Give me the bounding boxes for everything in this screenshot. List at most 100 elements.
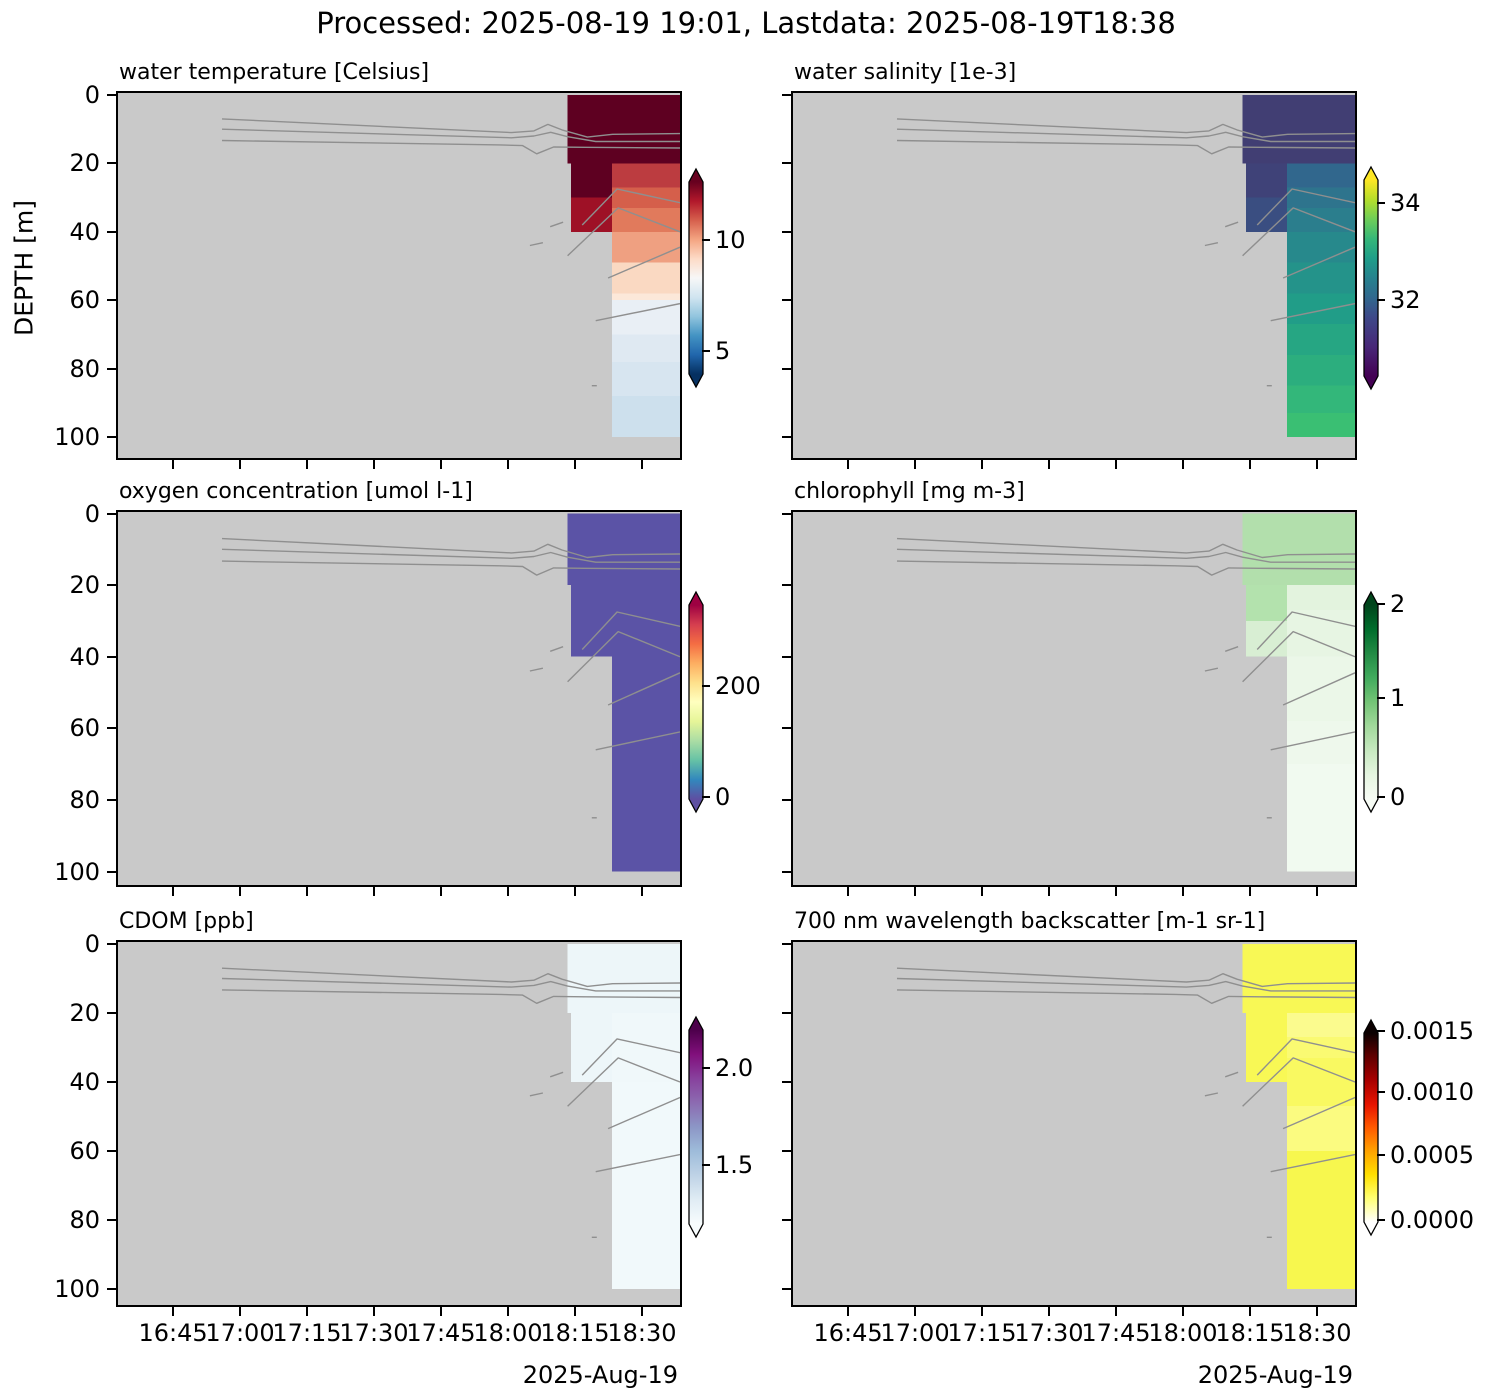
heatmap-cell [612, 1013, 680, 1082]
heatmap-cell [1287, 354, 1355, 386]
x-tick-mark [239, 887, 242, 896]
x-tick-mark [373, 887, 375, 896]
contour-line [529, 1092, 544, 1097]
x-tick-mark [847, 1307, 850, 1316]
x-tick-mark [914, 460, 917, 469]
x-tick-mark [1114, 460, 1117, 469]
x-tick-mark [439, 460, 442, 469]
x-tick-mark [981, 1307, 983, 1316]
y-tick-mark [782, 1150, 791, 1152]
heatmap-plot-water-salinity [791, 91, 1357, 460]
heatmap-cell [612, 585, 680, 657]
heatmap-cell [1287, 1037, 1355, 1058]
y-tick-label: 0 [84, 499, 100, 528]
y-tick-mark [782, 162, 791, 165]
x-tick-mark [847, 460, 850, 469]
contour-line [1224, 646, 1239, 652]
colorbar-bar [1363, 1018, 1379, 1237]
colorbar-backscatter [1362, 1018, 1452, 1237]
colorbar-tick-label: 34 [1390, 188, 1421, 217]
heatmap-cell [1287, 231, 1355, 263]
heatmap-cell [571, 585, 612, 657]
heatmap-cell [1246, 585, 1287, 621]
y-tick-mark [107, 512, 116, 515]
x-tick-label: 17:00 [205, 1319, 275, 1347]
contour-line [595, 1153, 680, 1173]
y-tick-mark [782, 230, 791, 233]
y-tick-mark [107, 367, 116, 370]
contour-line [1256, 1038, 1355, 1076]
heatmap-cell [1287, 413, 1355, 437]
colorbar-tick-label: 200 [715, 672, 761, 701]
contour-line [1256, 611, 1355, 650]
y-tick-label: 60 [69, 286, 100, 315]
x-tick-mark [506, 887, 509, 896]
y-tick-label: 0 [84, 81, 100, 109]
contour-line [1224, 1071, 1239, 1078]
y-tick-mark [107, 436, 116, 438]
y-tick-label: 80 [69, 354, 100, 383]
x-tick-mark [439, 1307, 442, 1316]
heatmap-cell [1287, 293, 1355, 325]
heatmap-plot-oxygen-concentration [116, 510, 682, 887]
colorbar-gradient [688, 1015, 704, 1239]
heatmap-layer [221, 95, 680, 437]
contour-line [896, 118, 1355, 138]
y-tick-mark [107, 870, 116, 873]
heatmap-cell [1242, 944, 1355, 1013]
x-tick-mark [640, 887, 643, 896]
y-tick-mark [107, 943, 116, 945]
contour-line [1282, 672, 1355, 706]
contour-line [1242, 630, 1355, 683]
y-tick-mark [782, 727, 791, 730]
heatmap-layer [896, 513, 1355, 872]
x-tick-mark [1248, 1307, 1251, 1316]
panel-title-water-salinity: water salinity [1e-3] [794, 60, 1017, 85]
y-tick-label: 40 [69, 642, 100, 671]
x-tick-mark [306, 887, 308, 896]
contour-line [1282, 1096, 1355, 1130]
x-tick-mark [1315, 1307, 1318, 1316]
heatmap-cell [1287, 1013, 1355, 1038]
colorbar-water-salinity [1362, 165, 1452, 391]
colorbar-tick-mark [702, 1066, 710, 1069]
contour-line [221, 967, 680, 988]
panel-title-chlorophyll: chlorophyll [mg m-3] [794, 479, 1025, 504]
x-tick-label: 18:30 [1282, 1319, 1352, 1347]
x-tick-label: 17:00 [880, 1319, 950, 1347]
x-tick-mark [1181, 887, 1184, 896]
x-tick-mark [914, 1307, 917, 1316]
y-tick-label: 40 [69, 217, 100, 246]
y-tick-mark [782, 436, 791, 438]
contour-line [221, 560, 680, 576]
x-tick-mark [640, 1307, 643, 1316]
colorbar-tick-label: 10 [715, 226, 746, 255]
y-tick-mark [782, 1219, 791, 1221]
x-tick-mark [1048, 887, 1050, 896]
colorbar-tick-label: 0.0015 [1390, 1017, 1474, 1045]
x-tick-label: 18:15 [1215, 1319, 1285, 1347]
x-tick-mark [573, 460, 576, 469]
heatmap-cell [1287, 585, 1355, 611]
y-tick-label: 80 [69, 1206, 100, 1234]
x-tick-label: 17:45 [406, 1319, 476, 1347]
heatmap-cell [1287, 721, 1355, 765]
contour-line [221, 118, 680, 138]
heatmap-cell [612, 396, 680, 437]
colorbar-gradient [1363, 1018, 1379, 1237]
heatmap-cell [612, 163, 680, 188]
heatmap-cell [1287, 385, 1355, 414]
x-tick-label: 17:15 [947, 1319, 1017, 1347]
colorbar-tick-mark [1377, 201, 1385, 204]
colorbar-tick-mark [1377, 796, 1385, 798]
contour-line [549, 646, 564, 652]
heatmap-cell [1246, 163, 1287, 198]
heatmap-plot-cdom [116, 940, 682, 1307]
contour-line [549, 221, 564, 228]
colorbar-tick-mark [702, 239, 710, 242]
y-tick-label: 100 [54, 1275, 100, 1303]
colorbar-tick-mark [702, 1163, 710, 1166]
heatmap-cell [1287, 262, 1355, 294]
contour-line [567, 1057, 680, 1107]
contour-line [607, 672, 680, 706]
